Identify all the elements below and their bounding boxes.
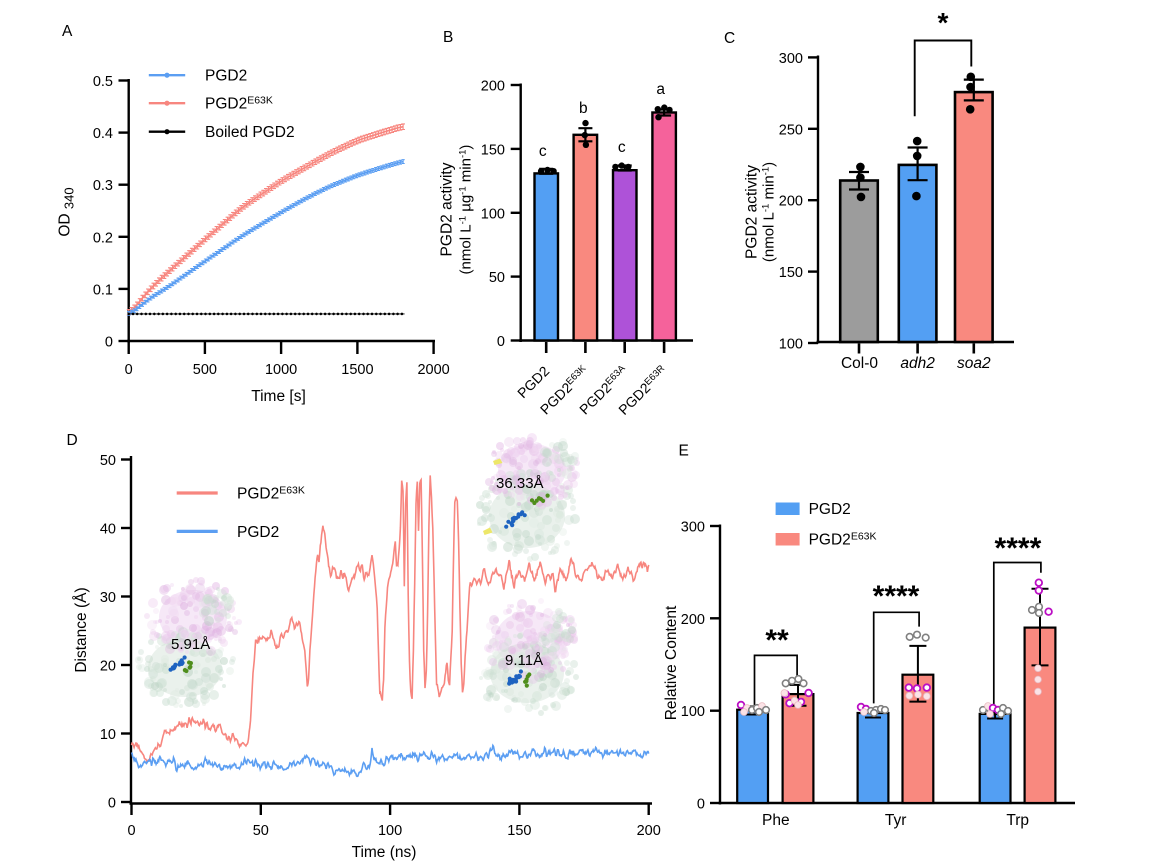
svg-text:Time [s]: Time [s] (251, 388, 306, 405)
svg-text:150: 150 (779, 265, 803, 281)
svg-text:0: 0 (108, 796, 116, 812)
svg-text:**: ** (765, 624, 789, 657)
svg-text:0: 0 (497, 334, 505, 350)
svg-text:A: A (62, 23, 73, 40)
svg-text:2000: 2000 (417, 362, 449, 378)
svg-text:36.33Å: 36.33Å (496, 475, 544, 492)
svg-text:PGD2 activity: PGD2 activity (744, 165, 761, 259)
svg-text:200: 200 (779, 194, 803, 210)
svg-text:Time (ns): Time (ns) (352, 844, 417, 861)
svg-text:c: c (539, 143, 547, 160)
svg-text:1500: 1500 (341, 362, 373, 378)
svg-text:20: 20 (100, 659, 116, 675)
svg-text:PGD2: PGD2 (809, 501, 851, 518)
svg-text:250: 250 (779, 122, 803, 138)
svg-text:500: 500 (193, 362, 217, 378)
svg-text:Phe: Phe (762, 812, 790, 829)
svg-text:E: E (679, 443, 689, 460)
svg-text:PGD2 activity: PGD2 activity (439, 162, 456, 256)
svg-text:a: a (656, 81, 665, 98)
svg-text:100: 100 (681, 704, 705, 720)
svg-text:300: 300 (779, 51, 803, 67)
svg-text:0: 0 (697, 797, 705, 813)
svg-text:0.5: 0.5 (93, 74, 113, 90)
svg-text:0: 0 (125, 362, 133, 378)
svg-text:PGD2: PGD2 (205, 68, 247, 85)
svg-text:100: 100 (378, 823, 402, 839)
svg-text:50: 50 (100, 453, 116, 469)
svg-text:150: 150 (507, 823, 531, 839)
svg-text:adh2: adh2 (900, 355, 935, 372)
svg-text:C: C (724, 30, 735, 47)
svg-text:0.3: 0.3 (93, 178, 113, 194)
svg-text:10: 10 (100, 727, 116, 743)
svg-text:0: 0 (105, 335, 113, 351)
svg-text:50: 50 (489, 270, 505, 286)
svg-text:30: 30 (100, 590, 116, 606)
svg-text:0.4: 0.4 (93, 126, 113, 142)
svg-text:(nmol L-1 µg-1 min-1): (nmol L-1 µg-1 min-1) (457, 145, 474, 275)
svg-text:****: **** (995, 532, 1042, 565)
svg-text:9.11Å: 9.11Å (505, 652, 543, 669)
svg-text:*: * (938, 7, 949, 38)
svg-text:****: **** (873, 580, 920, 613)
svg-text:Col-0: Col-0 (841, 355, 878, 372)
svg-text:Distance (Å): Distance (Å) (73, 587, 90, 672)
svg-text:(nmol L-1 min-1): (nmol L-1 min-1) (761, 162, 778, 262)
svg-text:Tyr: Tyr (885, 812, 907, 829)
svg-text:Boiled PGD2: Boiled PGD2 (205, 124, 295, 141)
svg-text:0.2: 0.2 (93, 230, 113, 246)
svg-text:100: 100 (779, 337, 803, 353)
svg-text:100: 100 (481, 206, 505, 222)
svg-text:b: b (579, 100, 588, 117)
svg-text:300: 300 (681, 520, 705, 536)
svg-text:200: 200 (681, 612, 705, 628)
svg-text:200: 200 (637, 823, 661, 839)
svg-text:1000: 1000 (265, 362, 297, 378)
svg-text:5.91Å: 5.91Å (171, 636, 210, 653)
svg-text:Trp: Trp (1006, 812, 1029, 829)
svg-text:c: c (618, 139, 626, 156)
svg-text:200: 200 (481, 79, 505, 95)
svg-text:0: 0 (127, 823, 135, 839)
svg-text:50: 50 (253, 823, 269, 839)
svg-text:Relative Content: Relative Content (663, 605, 680, 720)
svg-text:B: B (443, 29, 453, 46)
svg-text:0.1: 0.1 (93, 282, 113, 298)
svg-text:150: 150 (481, 142, 505, 158)
svg-text:PGD2: PGD2 (237, 524, 279, 541)
svg-text:soa2: soa2 (957, 355, 991, 372)
svg-text:40: 40 (100, 522, 116, 538)
svg-text:OD 340: OD 340 (57, 187, 77, 236)
svg-text:D: D (67, 432, 78, 449)
